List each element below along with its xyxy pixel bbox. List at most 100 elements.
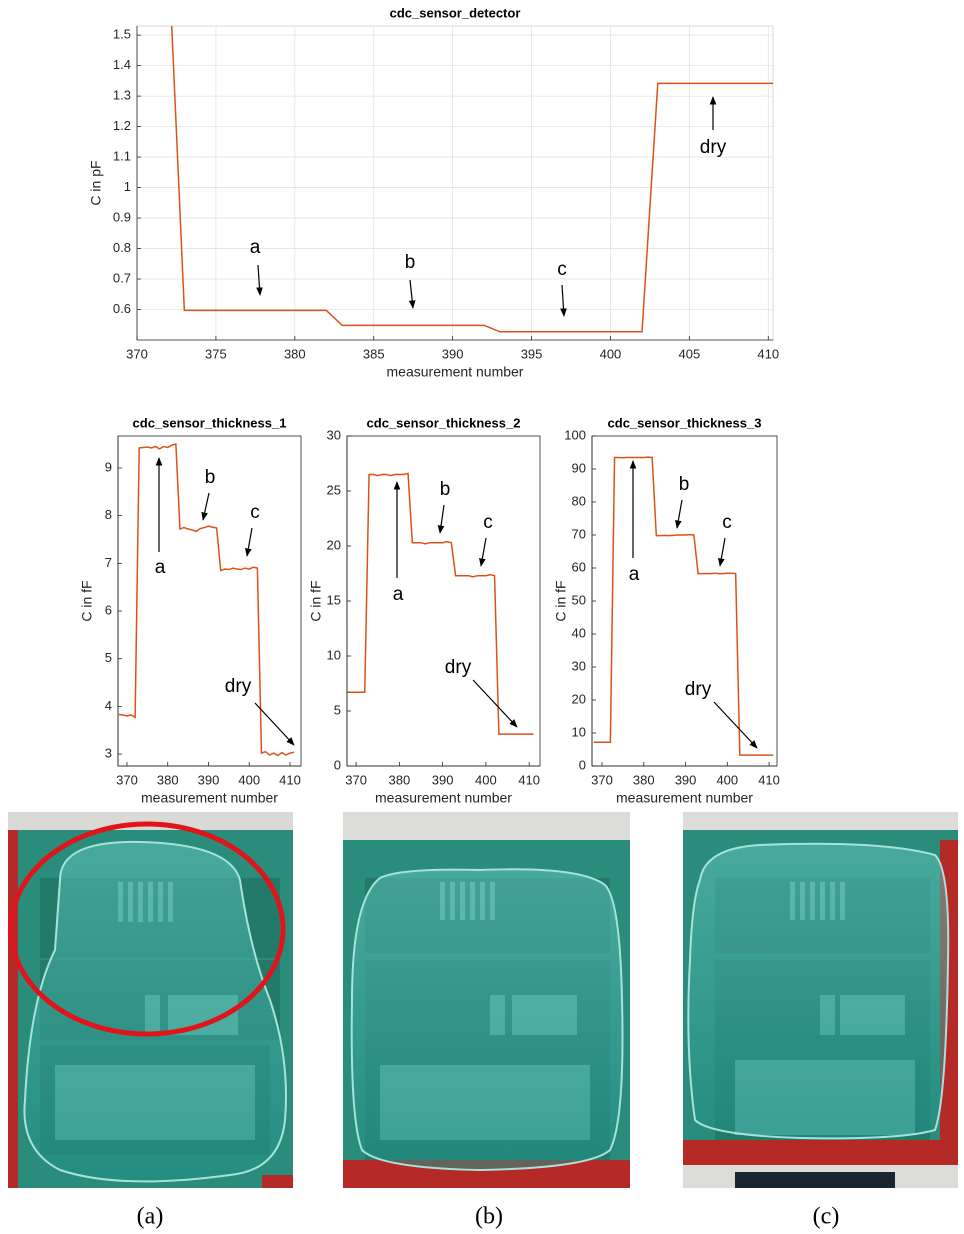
x-tick-label: 380 xyxy=(389,772,411,787)
annotation-arrow xyxy=(437,504,445,534)
annotation: b xyxy=(679,474,690,495)
y-tick-label: 1.5 xyxy=(113,27,131,42)
y-axis-label: C in fF xyxy=(79,580,95,621)
x-axis-label: measurement number xyxy=(387,364,524,380)
x-tick-label: 395 xyxy=(521,346,543,361)
annotation-arrow xyxy=(479,537,487,567)
annotation-arrow xyxy=(675,499,683,529)
y-tick-label: 30 xyxy=(572,658,586,673)
annotation-arrow xyxy=(256,264,263,296)
chart-title: cdc_sensor_thickness_2 xyxy=(367,415,521,430)
plot-area xyxy=(136,25,774,341)
y-tick-label: 0.7 xyxy=(113,270,131,285)
x-tick-label: 390 xyxy=(198,772,220,787)
y-tick-label: 0.9 xyxy=(113,209,131,224)
plot-area xyxy=(117,435,302,767)
y-tick-label: 80 xyxy=(572,493,586,508)
y-tick-label: 7 xyxy=(105,555,112,570)
annotation: a xyxy=(250,237,261,258)
y-tick-label: 60 xyxy=(572,559,586,574)
x-tick-label: 390 xyxy=(675,772,697,787)
y-axis-label: C in pF xyxy=(88,160,104,205)
annotation: dry xyxy=(225,676,252,697)
annotation-arrow xyxy=(472,679,518,728)
annotation-arrow xyxy=(713,701,758,749)
annotation: b xyxy=(205,467,216,488)
annotation-arrow xyxy=(245,527,253,557)
y-tick-label: 1.4 xyxy=(113,57,131,72)
y-tick-label: 5 xyxy=(105,650,112,665)
chart-title: cdc_sensor_detector xyxy=(390,5,521,20)
y-tick-label: 20 xyxy=(572,691,586,706)
y-tick-label: 8 xyxy=(105,507,112,522)
y-tick-label: 0 xyxy=(579,757,586,772)
y-tick-label: 70 xyxy=(572,526,586,541)
x-tick-label: 410 xyxy=(758,772,780,787)
x-tick-label: 390 xyxy=(442,346,464,361)
y-tick-label: 0 xyxy=(334,757,341,772)
x-tick-label: 370 xyxy=(591,772,613,787)
annotation: b xyxy=(440,479,451,500)
data-line xyxy=(593,456,774,756)
x-tick-label: 405 xyxy=(679,346,701,361)
annotation-arrow xyxy=(201,492,210,521)
y-tick-label: 0.6 xyxy=(113,301,131,316)
x-tick-label: 410 xyxy=(757,346,779,361)
annotation: a xyxy=(155,557,166,578)
y-tick-label: 40 xyxy=(572,625,586,640)
chart-title: cdc_sensor_thickness_3 xyxy=(608,415,762,430)
y-tick-label: 1.2 xyxy=(113,118,131,133)
x-axis-label: measurement number xyxy=(375,790,512,806)
y-tick-label: 4 xyxy=(105,698,112,713)
y-tick-label: 0.8 xyxy=(113,240,131,255)
y-tick-label: 25 xyxy=(327,482,341,497)
annotation: a xyxy=(393,584,404,605)
annotation-arrow xyxy=(560,284,567,317)
x-tick-label: 400 xyxy=(238,772,260,787)
x-tick-label: 390 xyxy=(432,772,454,787)
data-line xyxy=(118,443,295,757)
x-axis-label: measurement number xyxy=(616,790,753,806)
x-axis-label: measurement number xyxy=(141,790,278,806)
x-tick-label: 370 xyxy=(116,772,138,787)
annotation-arrow xyxy=(408,279,416,309)
y-axis-label: C in fF xyxy=(553,580,569,621)
y-tick-label: 30 xyxy=(327,427,341,442)
data-line xyxy=(170,26,773,333)
annotation: c xyxy=(557,259,567,280)
annotation-arrow xyxy=(718,537,726,567)
y-tick-label: 100 xyxy=(564,427,586,442)
plot-area xyxy=(591,435,778,767)
x-tick-label: 410 xyxy=(279,772,301,787)
y-tick-label: 9 xyxy=(105,459,112,474)
x-tick-label: 380 xyxy=(157,772,179,787)
y-tick-label: 6 xyxy=(105,602,112,617)
annotation: c xyxy=(250,502,260,523)
y-tick-label: 10 xyxy=(572,724,586,739)
y-tick-label: 3 xyxy=(105,746,112,761)
y-tick-label: 1 xyxy=(124,179,131,194)
photo-b xyxy=(343,812,630,1188)
annotation: c xyxy=(722,512,732,533)
photo-caption: (b) xyxy=(475,1204,503,1230)
chart: 0 10 20 30 40 50 60 70 80 90 100 370 380 390 400 410 cdc… xyxy=(553,415,780,805)
plot-area xyxy=(346,435,541,767)
annotation: a xyxy=(629,564,640,585)
x-tick-label: 380 xyxy=(284,346,306,361)
y-tick-label: 15 xyxy=(327,592,341,607)
x-tick-label: 370 xyxy=(126,346,148,361)
y-tick-label: 1.1 xyxy=(113,149,131,164)
x-tick-label: 385 xyxy=(363,346,385,361)
photo-c xyxy=(683,812,958,1188)
y-tick-label: 20 xyxy=(327,537,341,552)
photo-caption: (c) xyxy=(813,1204,840,1230)
y-tick-label: 50 xyxy=(572,592,586,607)
y-tick-label: 90 xyxy=(572,460,586,475)
x-tick-label: 410 xyxy=(518,772,540,787)
x-tick-label: 375 xyxy=(205,346,227,361)
x-tick-label: 400 xyxy=(716,772,738,787)
chart: 0 5 10 15 20 25 30 370 380 390 400 410 cdc_sensor_th… xyxy=(308,415,541,806)
y-axis-label: C in fF xyxy=(308,580,324,621)
photo-caption: (a) xyxy=(137,1204,164,1230)
